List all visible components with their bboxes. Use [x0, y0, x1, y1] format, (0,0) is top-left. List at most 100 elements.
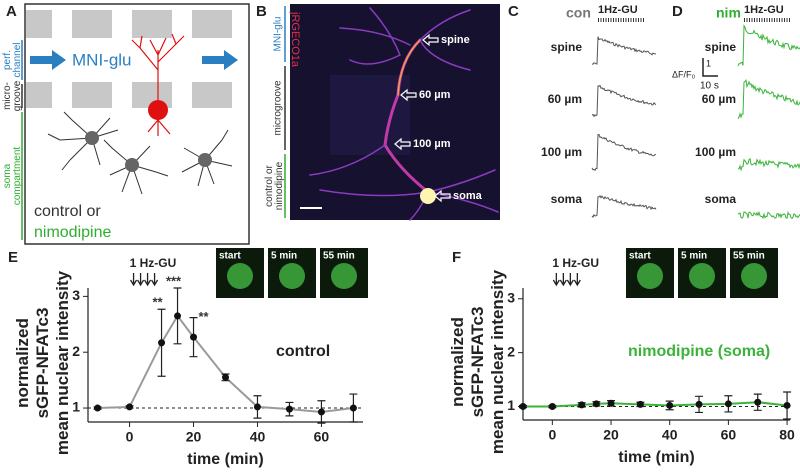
- x-tick-label: 60: [314, 429, 330, 445]
- data-point: [636, 400, 644, 408]
- x-tick-label: 0: [548, 427, 556, 443]
- data-point: [783, 401, 791, 409]
- side-label: perf.channel: [2, 42, 23, 77]
- panel-letter: D: [672, 3, 683, 20]
- side-label: control ornimodipine: [264, 161, 285, 210]
- trace: [591, 36, 656, 65]
- significance: ***: [166, 273, 182, 288]
- trace: [591, 194, 657, 219]
- panel-a-frame: [24, 3, 250, 245]
- panel-letter: B: [256, 3, 267, 20]
- site-label: spine: [441, 34, 470, 46]
- text-line: nimodipine: [274, 161, 285, 210]
- data-point: [724, 400, 732, 408]
- perfusion-arrows: [30, 50, 238, 70]
- data-point: [607, 399, 615, 407]
- data-point: [349, 404, 357, 412]
- neuron-image: [309, 7, 499, 221]
- stimulus-label: MNI-glu: [72, 50, 132, 69]
- stimulus-arrow: [137, 273, 145, 287]
- stimulus-arrow: [144, 273, 152, 287]
- stimulus-arrow: [151, 273, 159, 287]
- series-line: [97, 314, 354, 413]
- stimulus-label: 1Hz-GU: [598, 4, 638, 16]
- x-tick-label: 40: [662, 427, 678, 443]
- row-label: soma: [705, 192, 737, 206]
- y-tick-label: 2: [72, 343, 80, 359]
- text-line: control or: [264, 164, 275, 206]
- row-label: spine: [705, 40, 737, 54]
- inset-label: 5 min: [681, 251, 707, 262]
- scale-y-value: 1: [706, 58, 711, 68]
- soma-image: [420, 188, 436, 204]
- text-line: normalized: [448, 317, 467, 407]
- pointer-arrow: [434, 189, 451, 203]
- indicator-label: jRGECO1a: [289, 11, 301, 68]
- stimulus-arrow: [552, 273, 560, 287]
- scale-bar: [702, 58, 718, 77]
- y-tick-label: 3: [507, 289, 515, 305]
- grey-neurons: [47, 111, 233, 195]
- control-text: control: [34, 203, 82, 220]
- stimulus-label: 1 Hz-GU: [552, 256, 599, 270]
- text-line: compartment: [12, 147, 23, 206]
- inset-label: 55 min: [733, 251, 765, 262]
- text-line: normalized: [13, 318, 32, 408]
- side-label: MNI-glu: [273, 16, 284, 51]
- y-tick-label: 3: [72, 287, 80, 303]
- grey-soma: [85, 131, 99, 145]
- row-label: 60 µm: [702, 92, 736, 106]
- y-axis-label: normalizedsGFP-NFATc3mean nuclear intens…: [448, 269, 507, 454]
- condition-label: con: [566, 5, 591, 21]
- inset-cell: [279, 263, 305, 289]
- trace: [737, 210, 800, 220]
- x-tick-label: 20: [186, 429, 202, 445]
- text-line: mean nuclear intensity: [488, 269, 507, 454]
- trace: [591, 134, 656, 172]
- channel-blocks: [26, 10, 232, 108]
- x-tick-label: 60: [721, 427, 737, 443]
- inset-cell: [227, 263, 253, 289]
- side-labels: MNI-glu microgroove control ornimodipine: [264, 6, 286, 218]
- trace: [737, 24, 800, 67]
- data-point: [578, 401, 586, 409]
- data-point: [158, 339, 166, 347]
- side-label: somacompartment: [2, 147, 23, 206]
- row-label: 60 µm: [548, 92, 582, 106]
- microgroove-shadow: [330, 75, 410, 155]
- trace: [737, 78, 800, 120]
- side-labels: perf.channel micro-groove somacompartment: [2, 40, 23, 240]
- x-tick-label: 80: [779, 427, 795, 443]
- side-label: micro-groove: [2, 80, 23, 111]
- red-soma: [148, 100, 168, 120]
- row-label: soma: [551, 192, 583, 206]
- condition-label: nim: [716, 5, 741, 21]
- site-label: 100 µm: [413, 138, 451, 150]
- inset-cell: [741, 263, 767, 289]
- panel-letter: A: [6, 3, 17, 20]
- data-point: [695, 400, 703, 408]
- y-tick-label: 1: [507, 397, 515, 413]
- y-tick-label: 2: [507, 343, 515, 359]
- text-line: sGFP-NFATc3: [468, 307, 487, 418]
- data-point: [548, 403, 556, 411]
- inset-cell: [689, 263, 715, 289]
- inset-cell: [637, 263, 663, 289]
- significance: **: [198, 309, 209, 324]
- x-axis-label: time (min): [187, 451, 263, 468]
- x-tick-label: 40: [250, 429, 266, 445]
- data-point: [317, 408, 325, 416]
- text-line: micro-: [2, 82, 13, 110]
- inset-label: 5 min: [271, 251, 297, 262]
- y-tick-label: 1: [72, 399, 80, 415]
- site-label: soma: [453, 190, 483, 202]
- text-line: soma: [2, 163, 13, 188]
- data-point: [754, 398, 762, 406]
- panel-letter: C: [508, 3, 519, 20]
- data-point: [94, 404, 102, 412]
- panel-letter: F: [452, 249, 461, 266]
- condition-label: nimodipine (soma): [628, 343, 770, 360]
- pointer-arrow: [400, 88, 417, 102]
- control-label: control or: [34, 203, 101, 220]
